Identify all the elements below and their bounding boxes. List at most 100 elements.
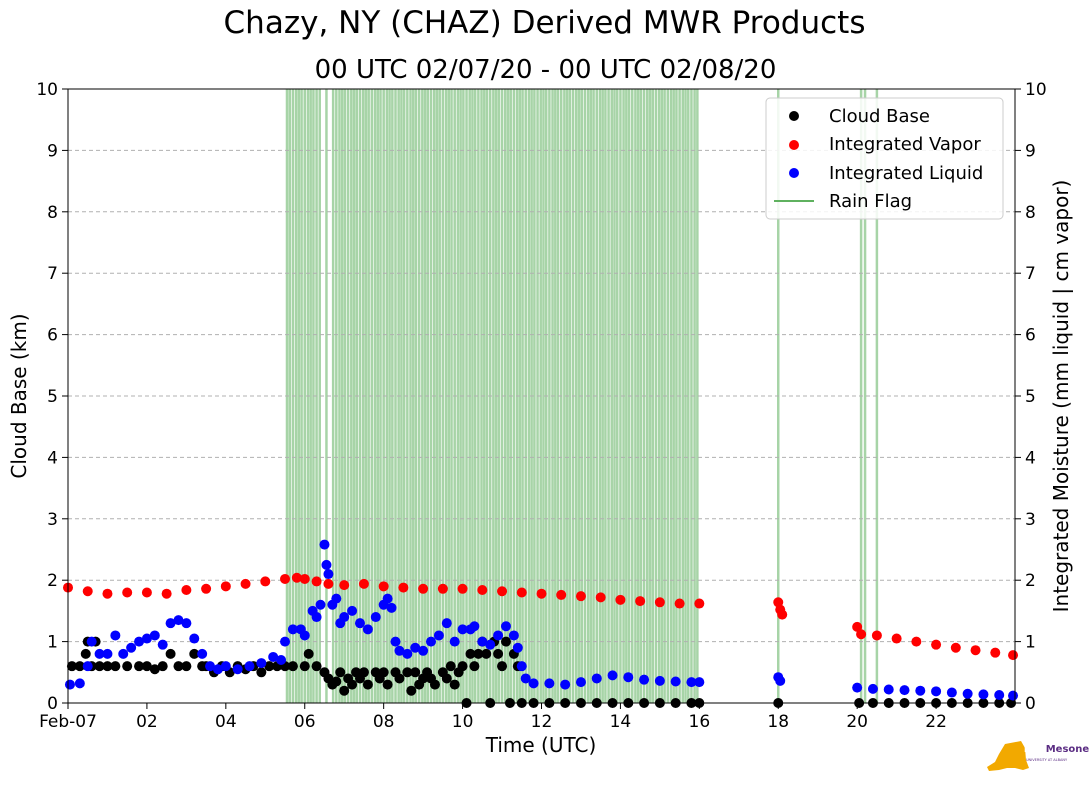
x-tick-label: 06 xyxy=(294,712,316,732)
integrated-liquid-point xyxy=(477,636,488,647)
integrated-liquid-point xyxy=(418,645,429,656)
integrated-vapor-point xyxy=(990,647,1001,658)
y-tick-label-right: 6 xyxy=(1025,326,1036,346)
integrated-liquid-point xyxy=(157,639,168,650)
chart-subtitle: 00 UTC 02/07/20 - 00 UTC 02/08/20 xyxy=(314,55,777,85)
y-tick-label-left: 10 xyxy=(36,80,58,100)
integrated-liquid-point xyxy=(118,648,129,659)
x-tick-label: 10 xyxy=(452,712,474,732)
integrated-vapor-point xyxy=(635,596,646,607)
integrated-liquid-point xyxy=(331,593,342,604)
integrated-liquid-point xyxy=(86,636,97,647)
cloud-base-point xyxy=(141,661,152,672)
y-tick-label-right: 3 xyxy=(1025,510,1036,530)
x-tick-label: 18 xyxy=(767,712,789,732)
integrated-liquid-point xyxy=(426,636,437,647)
integrated-vapor-point xyxy=(418,583,429,594)
integrated-liquid-point xyxy=(508,630,519,641)
y-tick-label-right: 2 xyxy=(1025,571,1036,591)
cloud-base-point xyxy=(331,676,342,687)
cloud-base-point xyxy=(80,648,91,659)
integrated-liquid-point xyxy=(441,618,452,629)
integrated-liquid-point xyxy=(512,642,523,653)
integrated-liquid-point xyxy=(883,684,894,695)
integrated-vapor-point xyxy=(654,597,665,608)
integrated-vapor-point xyxy=(102,588,113,599)
integrated-liquid-point xyxy=(94,648,105,659)
integrated-liquid-point xyxy=(244,661,255,672)
cloud-base-point xyxy=(378,667,389,678)
integrated-liquid-point xyxy=(280,636,291,647)
integrated-liquid-point xyxy=(64,679,75,690)
integrated-liquid-point xyxy=(560,679,571,690)
integrated-vapor-point xyxy=(457,583,468,594)
integrated-liquid-point xyxy=(915,685,926,696)
cloud-base-point xyxy=(481,648,492,659)
integrated-liquid-point xyxy=(141,633,152,644)
integrated-liquid-point xyxy=(256,658,267,669)
integrated-vapor-point xyxy=(931,639,942,650)
cloud-base-point xyxy=(181,661,192,672)
integrated-vapor-point xyxy=(477,585,488,596)
integrated-vapor-point xyxy=(437,583,448,594)
cloud-base-point xyxy=(134,661,145,672)
cloud-base-point xyxy=(256,667,267,678)
integrated-vapor-point xyxy=(556,589,567,600)
integrated-liquid-point xyxy=(173,615,184,626)
integrated-liquid-point xyxy=(370,612,381,623)
integrated-liquid-point xyxy=(485,639,496,650)
y-tick-label-right: 0 xyxy=(1025,694,1036,714)
integrated-liquid-point xyxy=(347,605,358,616)
y-tick-label-left: 0 xyxy=(47,694,58,714)
cloud-base-point xyxy=(406,685,417,696)
cloud-base-point xyxy=(493,648,504,659)
integrated-liquid-point xyxy=(149,630,160,641)
cloud-base-point xyxy=(441,673,452,684)
integrated-vapor-point xyxy=(181,585,192,596)
integrated-vapor-point xyxy=(856,629,867,640)
integrated-liquid-point xyxy=(931,686,942,697)
integrated-vapor-point xyxy=(536,588,547,599)
cloud-base-point xyxy=(102,661,113,672)
integrated-liquid-point xyxy=(500,621,511,632)
y-tick-label-left: 2 xyxy=(47,571,58,591)
integrated-liquid-point xyxy=(82,661,93,672)
integrated-liquid-point xyxy=(1008,690,1019,701)
integrated-liquid-point xyxy=(528,678,539,689)
legend-frame xyxy=(765,97,1004,220)
integrated-liquid-point xyxy=(516,661,527,672)
integrated-vapor-point xyxy=(516,587,527,598)
nys-mesonet-logo: NYS Mesonet UNIVERSITY AT ALBANY xyxy=(985,738,1089,778)
integrated-vapor-point xyxy=(260,576,271,587)
cloud-base-point xyxy=(165,648,176,659)
x-tick-label: 12 xyxy=(531,712,553,732)
integrated-liquid-point xyxy=(268,651,279,662)
integrated-liquid-point xyxy=(402,648,413,659)
integrated-liquid-point xyxy=(946,687,957,698)
legend-marker-integrated-vapor xyxy=(789,140,799,150)
integrated-liquid-point xyxy=(994,690,1005,701)
y-tick-label-left: 5 xyxy=(47,387,58,407)
integrated-liquid-point xyxy=(354,618,365,629)
integrated-liquid-point xyxy=(339,612,350,623)
integrated-liquid-point xyxy=(544,678,555,689)
logo-subtext: UNIVERSITY AT ALBANY xyxy=(1026,758,1068,762)
integrated-liquid-point xyxy=(457,624,468,635)
integrated-vapor-point xyxy=(220,581,231,592)
cloud-base-point xyxy=(402,667,413,678)
integrated-liquid-point xyxy=(852,682,863,693)
y-tick-label-right: 9 xyxy=(1025,141,1036,161)
cloud-base-point xyxy=(94,661,105,672)
cloud-base-point xyxy=(335,667,346,678)
legend-marker-cloud-base xyxy=(789,111,799,121)
integrated-liquid-point xyxy=(386,602,397,613)
integrated-liquid-point xyxy=(382,593,393,604)
cloud-base-point xyxy=(110,661,121,672)
integrated-vapor-point xyxy=(82,586,93,597)
integrated-liquid-point xyxy=(311,612,322,623)
integrated-liquid-point xyxy=(433,630,444,641)
y-tick-label-right: 1 xyxy=(1025,633,1036,653)
integrated-vapor-point xyxy=(161,588,172,599)
integrated-vapor-point xyxy=(777,609,788,620)
cloud-base-point xyxy=(311,661,322,672)
